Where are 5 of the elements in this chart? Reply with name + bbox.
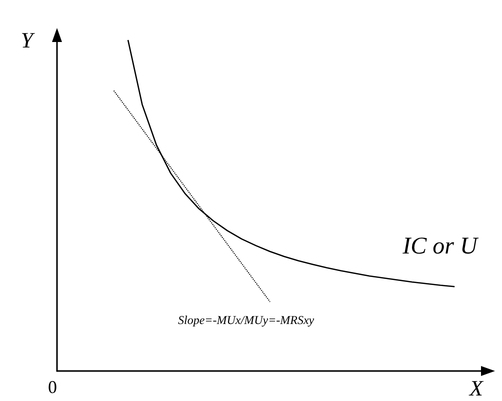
series-label: IC or U xyxy=(402,234,479,260)
text: Slope=-MUx/MUy=-MRSxy xyxy=(178,312,315,327)
x-axis-title: X xyxy=(468,376,485,400)
y-axis-title: Y xyxy=(20,28,36,52)
text: 0 xyxy=(48,377,57,397)
